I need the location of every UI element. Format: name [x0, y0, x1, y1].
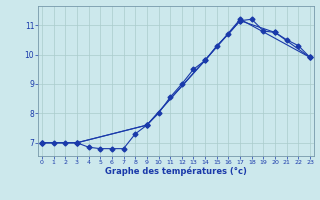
- X-axis label: Graphe des températures (°c): Graphe des températures (°c): [105, 167, 247, 176]
